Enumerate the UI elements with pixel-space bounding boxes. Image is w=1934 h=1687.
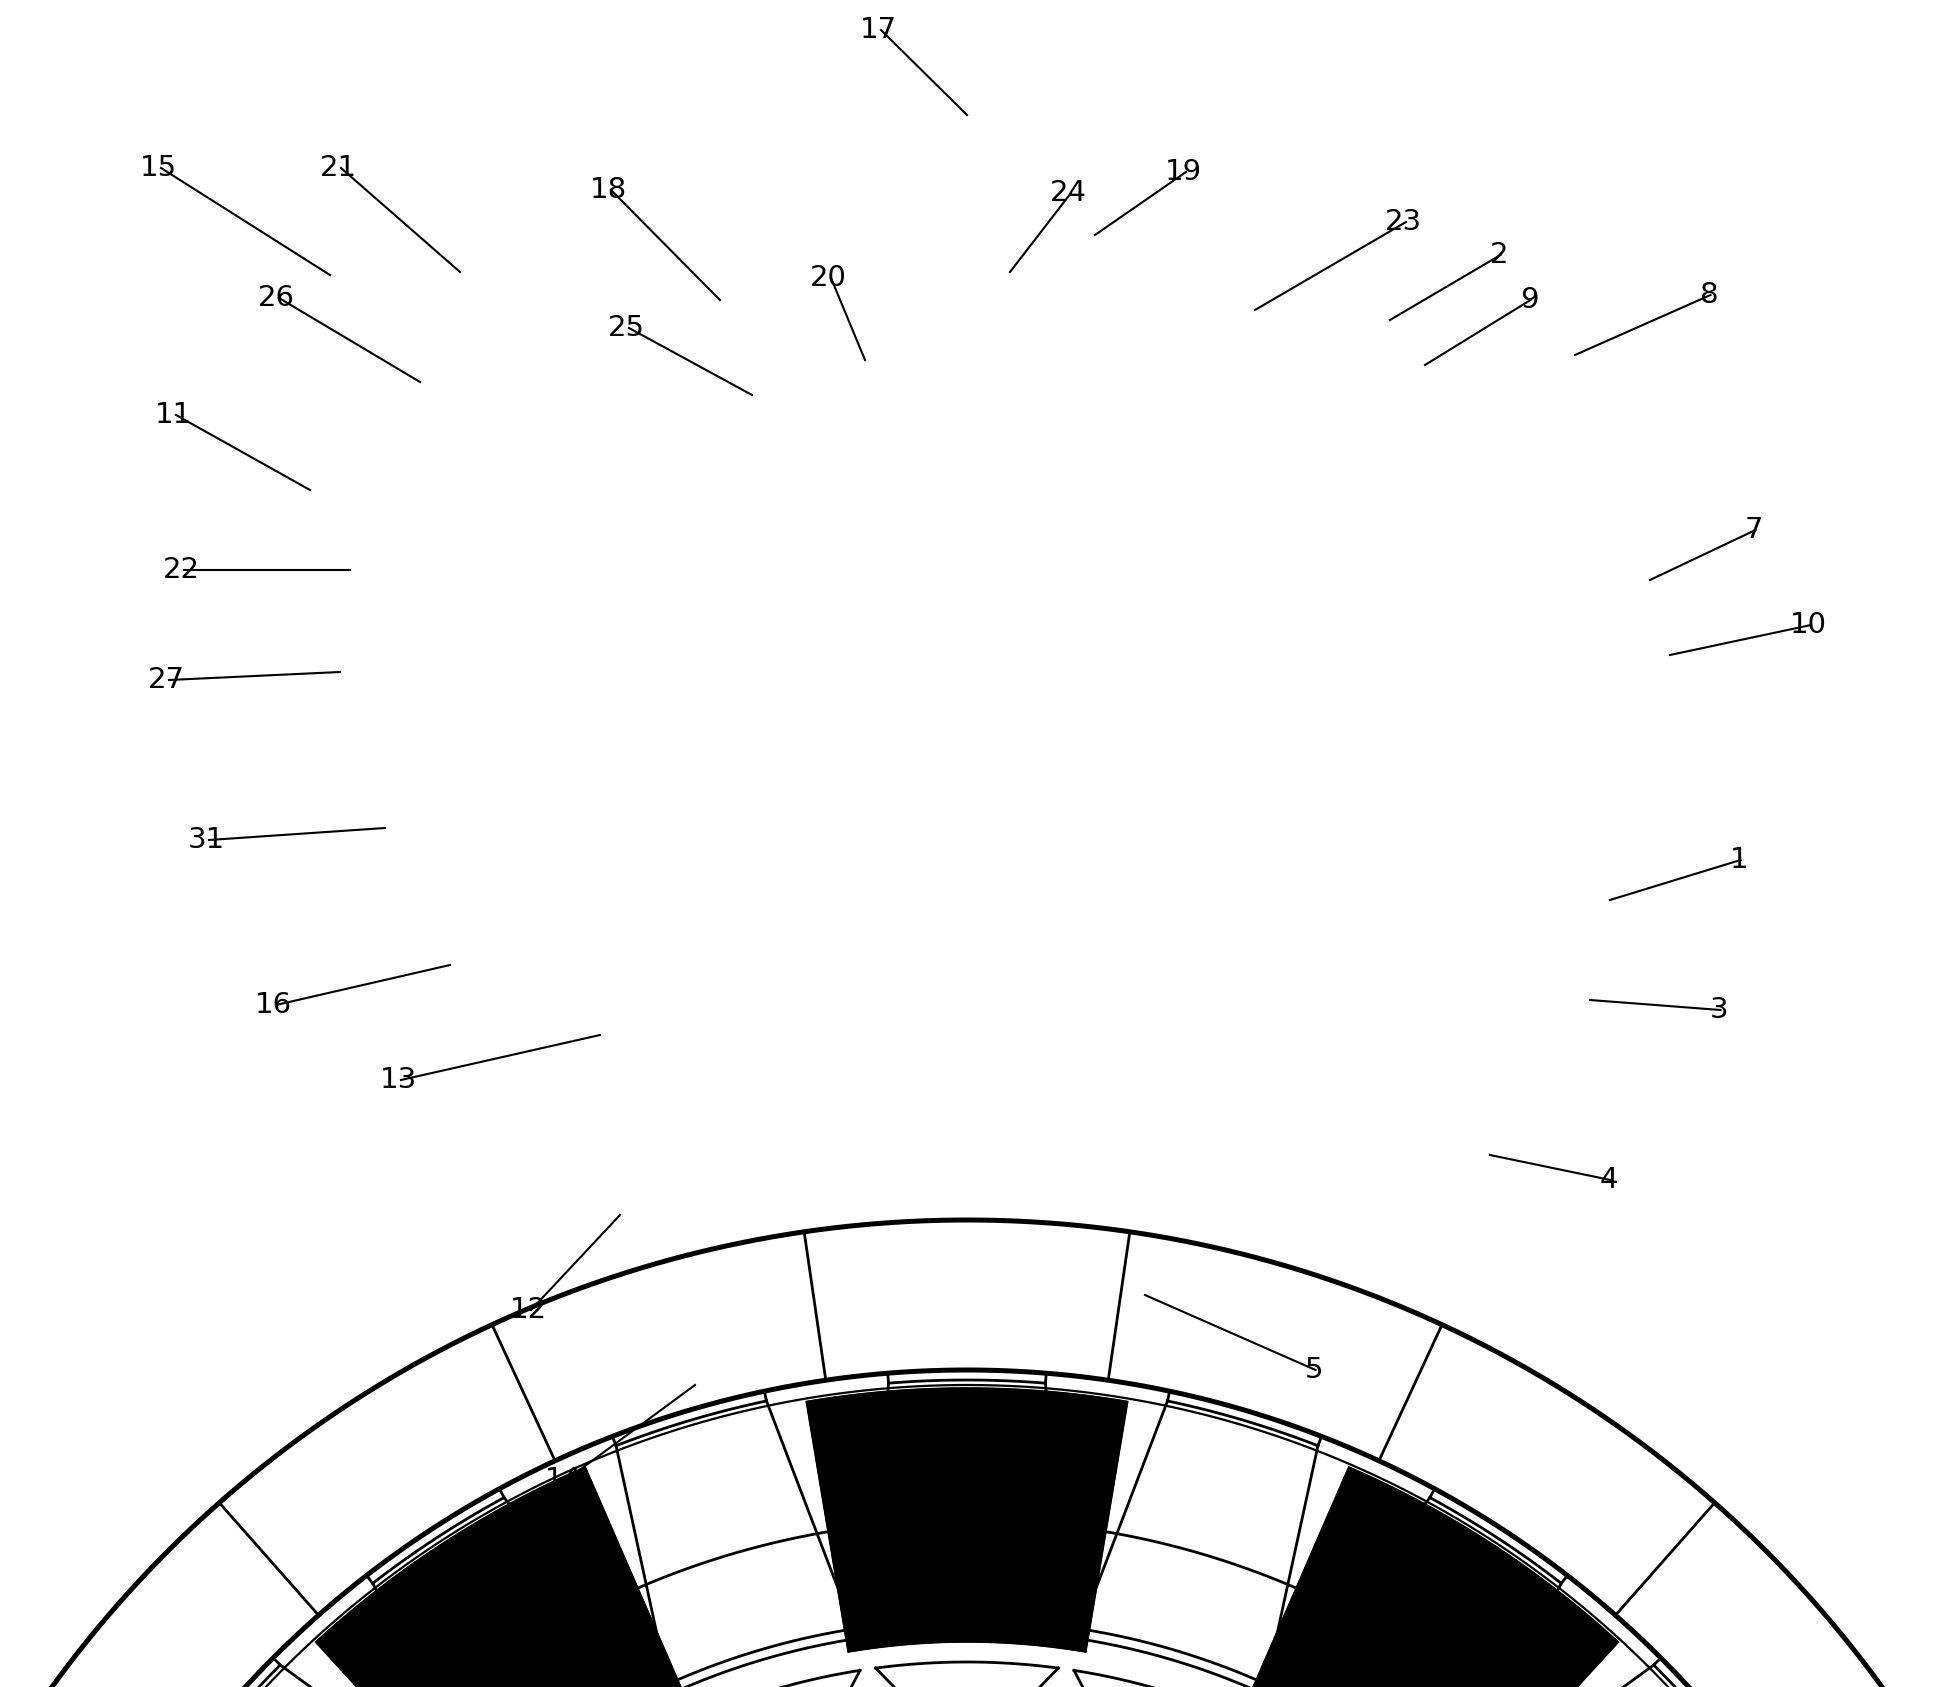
Text: 22: 22 bbox=[162, 557, 199, 584]
Text: 24: 24 bbox=[1050, 179, 1087, 208]
Text: 26: 26 bbox=[257, 283, 296, 312]
Polygon shape bbox=[319, 1469, 685, 1687]
Text: 7: 7 bbox=[1744, 516, 1764, 543]
Text: 3: 3 bbox=[1710, 995, 1729, 1024]
Text: 20: 20 bbox=[810, 263, 847, 292]
Polygon shape bbox=[1249, 1469, 1615, 1687]
Text: 12: 12 bbox=[511, 1296, 547, 1324]
Text: 11: 11 bbox=[155, 402, 191, 428]
Text: 16: 16 bbox=[255, 990, 292, 1019]
Text: 31: 31 bbox=[188, 827, 224, 854]
Text: 25: 25 bbox=[607, 314, 646, 342]
Text: 18: 18 bbox=[590, 175, 627, 204]
Text: 14: 14 bbox=[545, 1466, 582, 1495]
Text: 27: 27 bbox=[149, 666, 186, 693]
Text: 4: 4 bbox=[1599, 1166, 1619, 1194]
Text: 9: 9 bbox=[1520, 287, 1539, 314]
Text: 1: 1 bbox=[1731, 845, 1748, 874]
Text: 13: 13 bbox=[379, 1066, 418, 1093]
Text: 17: 17 bbox=[861, 15, 897, 44]
Text: 2: 2 bbox=[1489, 241, 1509, 268]
Text: 23: 23 bbox=[1385, 208, 1421, 236]
Text: 10: 10 bbox=[1791, 611, 1828, 639]
Text: 19: 19 bbox=[1164, 159, 1203, 186]
Text: 8: 8 bbox=[1700, 282, 1719, 309]
Polygon shape bbox=[10, 1220, 1924, 1687]
Text: 5: 5 bbox=[1305, 1356, 1323, 1383]
Text: 21: 21 bbox=[319, 154, 358, 182]
Polygon shape bbox=[808, 1390, 1126, 1650]
Text: 15: 15 bbox=[139, 154, 178, 182]
